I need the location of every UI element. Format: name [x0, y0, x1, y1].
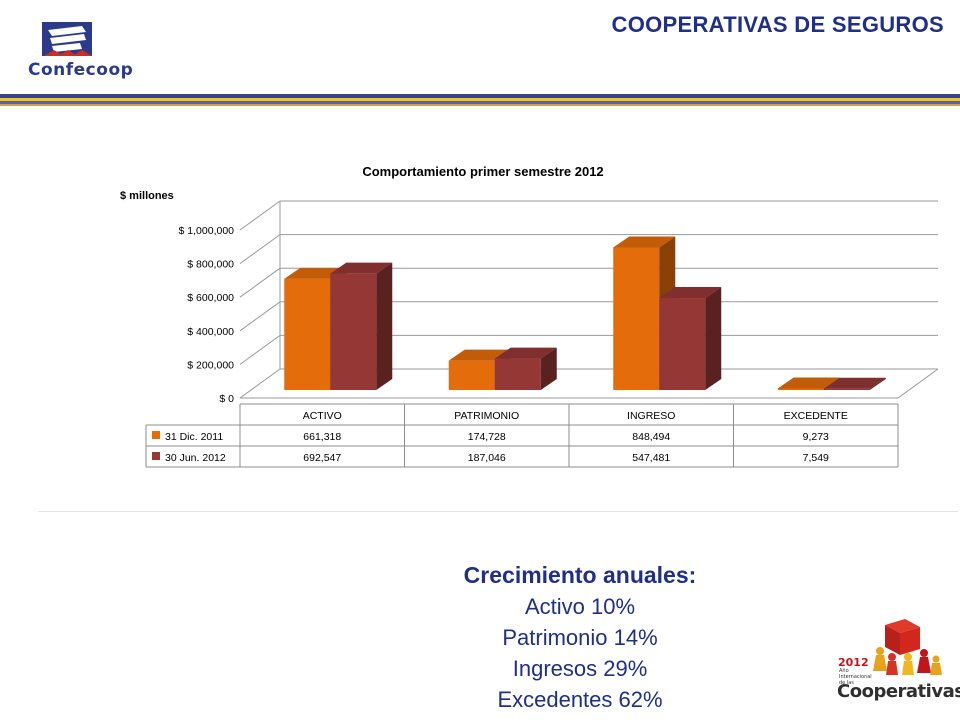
section-divider	[38, 511, 958, 512]
bar-front	[777, 388, 824, 390]
badge-subtitle: Año Internacional de las	[839, 668, 872, 686]
grid-diagonal	[239, 334, 281, 365]
bar-top	[613, 236, 676, 248]
bar-top	[330, 262, 393, 274]
brand-name: Confecoop	[28, 60, 134, 80]
bar-front	[330, 273, 377, 390]
y-tick-label: $ 400,000	[187, 326, 234, 338]
bar-top	[823, 377, 886, 389]
data-label: 848,494	[632, 431, 670, 443]
page-title: COOPERATIVAS DE SEGUROS	[611, 12, 944, 37]
summary-line-patrimonio: Patrimonio 14%	[502, 625, 658, 650]
data-label: 7,549	[803, 452, 829, 464]
y-tick-label: $ 200,000	[187, 359, 234, 371]
summary-line-activo: Activo 10%	[524, 594, 636, 619]
cooperatives-2012-badge	[873, 619, 942, 675]
y-axis-label: $ millones	[120, 190, 174, 202]
data-table: ACTIVO PATRIMONIO INGRESO EXCEDENTE 31 Dic. …	[145, 403, 899, 468]
y-tick-labels: $ 0 $ 200,000 $ 400,000 $ 600,000 $ 800,000 $…	[179, 225, 235, 405]
bar-side	[705, 287, 722, 390]
y-tick-label: $ 0	[219, 393, 234, 405]
legend-entry: 31 Dic. 2011	[165, 431, 223, 443]
grid-diagonal	[239, 234, 281, 265]
grid-diagonal	[239, 267, 281, 298]
bar-front	[823, 388, 870, 390]
y-tick-label: $ 600,000	[187, 292, 234, 304]
data-label: 692,547	[303, 452, 341, 464]
data-label: 661,318	[303, 431, 341, 443]
data-label: 187,046	[468, 452, 506, 464]
bar-top	[494, 347, 557, 359]
growth-summary: Crecimiento anuales: Activo 10% Patrimon…	[330, 560, 830, 715]
header-divider-bar	[0, 94, 960, 106]
category-label: ACTIVO	[303, 410, 342, 422]
badge-word: Cooperativas	[837, 681, 960, 702]
legend-swatch	[152, 431, 160, 439]
badge-year: 2012	[838, 656, 869, 669]
y-tick-label: $ 1,000,000	[179, 225, 235, 237]
chart-bars	[284, 236, 886, 390]
category-label: EXCEDENTE	[784, 410, 848, 422]
legend-swatch	[152, 452, 160, 460]
grid-diagonal	[239, 368, 281, 399]
bar-top	[659, 287, 722, 299]
category-label: PATRIMONIO	[454, 410, 519, 422]
chart-title: Comportamiento primer semestre 2012	[362, 164, 603, 179]
grid-diagonal	[239, 200, 281, 231]
bar-front	[613, 247, 660, 390]
data-label: 9,273	[803, 431, 829, 443]
bar-side	[869, 377, 886, 390]
bar-chart: Comportamiento primer semestre 2012 $ mi…	[120, 164, 939, 468]
summary-line-ingresos: Ingresos 29%	[512, 656, 648, 681]
data-label: 174,728	[468, 431, 506, 443]
grid-diagonal	[239, 301, 281, 332]
y-tick-label: $ 800,000	[187, 259, 234, 271]
data-label: 547,481	[632, 452, 670, 464]
summary-heading: Crecimiento anuales:	[463, 562, 697, 588]
confecoop-logo	[42, 22, 92, 56]
floor-right-edge	[897, 368, 939, 399]
bar-top	[448, 349, 511, 361]
summary-line-excedentes: Excedentes 62%	[497, 687, 663, 712]
bar-front	[284, 278, 331, 390]
bar-top	[777, 377, 840, 389]
bar-front	[659, 298, 706, 390]
bar-front	[494, 358, 541, 390]
category-label: INGRESO	[627, 410, 675, 422]
bar-front	[448, 360, 495, 390]
legend-entry: 30 Jun. 2012	[165, 452, 226, 464]
bar-side	[376, 262, 393, 390]
bar-side	[540, 347, 557, 390]
